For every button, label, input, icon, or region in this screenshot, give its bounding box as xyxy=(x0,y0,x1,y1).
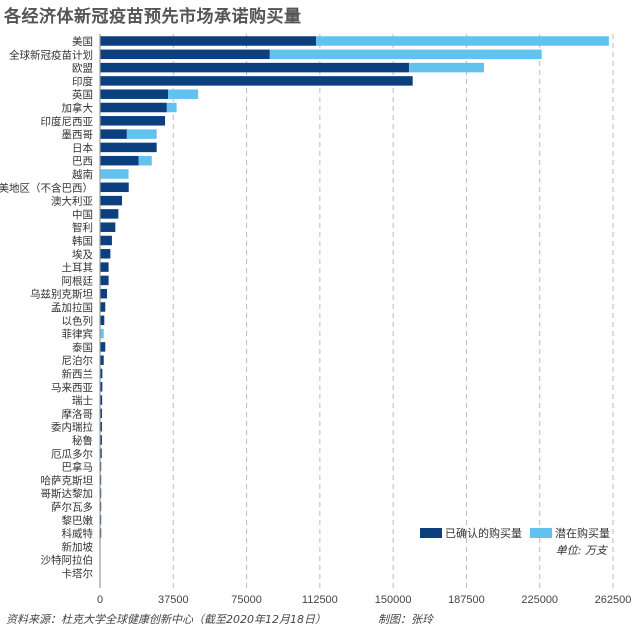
bar-potential xyxy=(408,62,485,73)
bar-confirmed xyxy=(100,302,106,312)
category-label: 欧盟 xyxy=(72,63,93,75)
category-label: 拉美地区（不含巴西） xyxy=(0,181,93,194)
category-label: 阿根廷 xyxy=(62,274,94,287)
bar-confirmed xyxy=(100,342,106,352)
bar-confirmed xyxy=(100,155,139,166)
legend-swatch xyxy=(530,528,552,538)
x-tick-label: 0 xyxy=(97,594,103,606)
bar-confirmed xyxy=(100,382,103,392)
bar-confirmed xyxy=(100,36,317,46)
bar-confirmed xyxy=(100,129,127,139)
category-label: 卡塔尔 xyxy=(62,567,94,580)
category-label: 哈萨克斯坦 xyxy=(41,474,94,487)
bar-potential xyxy=(138,155,152,166)
bar-confirmed xyxy=(100,275,109,286)
bar-confirmed xyxy=(100,49,270,60)
bar-confirmed xyxy=(100,195,122,206)
x-tick-label: 187500 xyxy=(448,594,485,606)
bar-confirmed xyxy=(100,262,109,272)
category-label: 智利 xyxy=(72,221,93,234)
category-label: 乌兹别克斯坦 xyxy=(30,288,93,301)
legend-swatch xyxy=(420,528,442,538)
category-label: 英国 xyxy=(72,88,93,101)
category-label: 印度尼西亚 xyxy=(41,115,94,128)
bar-confirmed xyxy=(100,355,104,365)
bar-confirmed xyxy=(100,235,112,246)
category-label: 孟加拉国 xyxy=(51,301,93,314)
bar-potential xyxy=(166,102,177,113)
category-label: 美国 xyxy=(72,35,93,48)
x-tick-label: 150000 xyxy=(375,594,412,606)
category-label: 土耳其 xyxy=(62,261,94,274)
x-tick-label: 225000 xyxy=(521,594,558,606)
category-label: 以色列 xyxy=(62,314,94,327)
bar-confirmed xyxy=(100,408,102,419)
bar-confirmed xyxy=(100,249,111,259)
x-tick-label: 75000 xyxy=(231,594,262,606)
category-label: 巴拿马 xyxy=(62,461,94,474)
category-label: 新西兰 xyxy=(62,368,94,381)
bar-confirmed xyxy=(100,76,413,86)
bar-confirmed xyxy=(100,288,108,299)
bar-confirmed xyxy=(100,368,103,379)
bar-confirmed xyxy=(100,222,116,232)
category-label: 韩国 xyxy=(72,235,93,248)
category-label: 印度 xyxy=(72,75,93,88)
unit-label: 单位: 万支 xyxy=(556,544,609,557)
bar-confirmed xyxy=(100,315,105,326)
bar-confirmed xyxy=(100,395,103,405)
bar-confirmed xyxy=(100,62,409,73)
bar-confirmed xyxy=(100,89,169,99)
category-label: 厄瓜多尔 xyxy=(51,447,93,460)
category-label: 巴西 xyxy=(72,156,93,168)
category-label: 秘鲁 xyxy=(72,434,93,447)
bar-potential xyxy=(126,129,157,139)
category-label: 摩洛哥 xyxy=(62,407,94,420)
category-label: 哥斯达黎加 xyxy=(41,487,94,500)
legend-label: 潜在购买量 xyxy=(555,526,610,540)
bar-potential xyxy=(269,49,542,60)
bar-confirmed xyxy=(100,142,157,153)
category-label: 中国 xyxy=(72,208,93,221)
source-note: 资料来源：杜克大学全球健康创新中心（截至2020年12月18日） xyxy=(6,613,326,626)
bar-confirmed xyxy=(100,435,102,445)
category-label: 菲律宾 xyxy=(62,328,94,341)
bar-potential xyxy=(168,89,199,99)
category-label: 墨西哥 xyxy=(62,129,94,141)
category-label: 萨尔瓦多 xyxy=(51,501,93,514)
category-label: 瑞士 xyxy=(72,394,93,407)
category-label: 澳大利亚 xyxy=(51,195,93,208)
bar-potential xyxy=(316,36,609,46)
category-label: 尼泊尔 xyxy=(62,354,94,367)
category-label: 越南 xyxy=(72,168,93,181)
category-label: 加拿大 xyxy=(62,102,94,115)
credit-note: 制图：张玲 xyxy=(378,613,433,626)
category-label: 沙特阿拉伯 xyxy=(41,554,94,567)
category-label: 黎巴嫩 xyxy=(62,514,94,527)
bar-confirmed xyxy=(100,182,129,193)
x-tick-label: 112500 xyxy=(302,594,338,606)
category-label: 全球新冠疫苗计划 xyxy=(9,48,93,61)
bar-confirmed xyxy=(100,448,102,459)
bar-confirmed xyxy=(100,116,166,126)
category-label: 日本 xyxy=(72,141,93,154)
category-label: 新加坡 xyxy=(62,540,94,553)
bar-confirmed xyxy=(100,102,167,113)
x-tick-label: 37500 xyxy=(158,594,189,606)
bar-potential xyxy=(100,169,129,179)
bar-potential xyxy=(100,328,104,339)
chart-title: 各经济体新冠疫苗预先市场承诺购买量 xyxy=(4,7,302,27)
category-label: 科威特 xyxy=(62,527,94,540)
legend-label: 已确认的购买量 xyxy=(445,526,522,540)
bar-confirmed xyxy=(100,209,119,219)
category-label: 埃及 xyxy=(72,248,93,261)
category-label: 委内瑞拉 xyxy=(51,421,93,434)
category-label: 马来西亚 xyxy=(51,382,93,394)
x-tick-label: 262500 xyxy=(595,594,632,606)
category-label: 泰国 xyxy=(72,341,93,354)
bar-confirmed xyxy=(100,421,102,432)
